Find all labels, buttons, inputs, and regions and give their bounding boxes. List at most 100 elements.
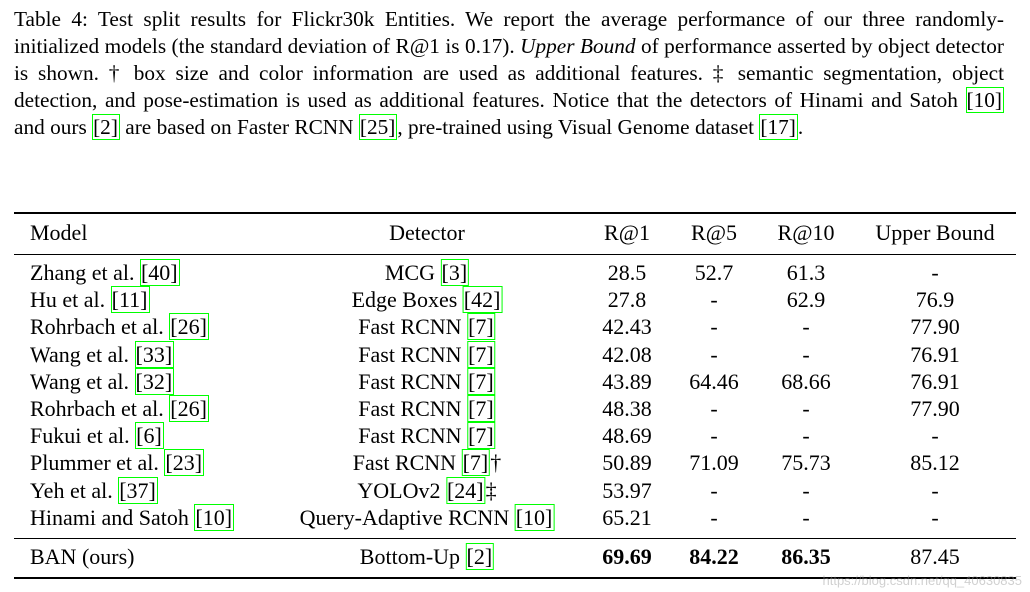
score-cell: 65.21 bbox=[602, 505, 652, 531]
score: - bbox=[710, 314, 718, 340]
model-cell: Rohrbach et al. 26 bbox=[30, 395, 209, 422]
score-cell: - bbox=[931, 423, 938, 449]
score-cell: - bbox=[710, 287, 717, 313]
model-name: Wang et al. bbox=[30, 368, 130, 394]
watermark: https://blog.csdn.net/qq_40630835 bbox=[822, 573, 1023, 588]
score: 43.89 bbox=[602, 368, 652, 394]
score-cell: 76.91 bbox=[910, 342, 960, 368]
score: - bbox=[710, 504, 718, 530]
detector-cell: Fast RCNN 7 bbox=[358, 367, 496, 395]
score: 75.73 bbox=[781, 450, 831, 476]
score: 68.66 bbox=[781, 368, 831, 394]
model-cell: Wang et al. 33 bbox=[30, 340, 175, 368]
detector-cell: YOLOv2 24‡ bbox=[357, 476, 497, 504]
citation: 24 bbox=[445, 476, 486, 504]
score-cell: 84.22 bbox=[689, 544, 739, 570]
score-cell: - bbox=[802, 396, 809, 422]
detector-cell: Bottom-Up 2 bbox=[360, 543, 495, 570]
model-cell: BAN (ours) bbox=[30, 544, 135, 570]
score-cell: 68.66 bbox=[781, 369, 831, 395]
score-cell: - bbox=[931, 478, 938, 504]
model-name: Zhang et al. bbox=[30, 260, 135, 285]
score: 42.43 bbox=[602, 314, 652, 340]
footnote-mark: ‡ bbox=[485, 477, 497, 503]
model-cell: Plummer et al. 23 bbox=[30, 449, 205, 477]
citation: 10 bbox=[965, 87, 1004, 113]
citation: 37 bbox=[118, 476, 158, 504]
score-cell: 53.97 bbox=[602, 478, 652, 504]
score: 52.7 bbox=[694, 260, 734, 285]
caption-text: are based on Faster RCNN bbox=[119, 115, 359, 139]
detector-name: Fast RCNN bbox=[358, 341, 462, 367]
score-cell: 76.9 bbox=[916, 287, 955, 313]
score-cell: 77.90 bbox=[910, 314, 960, 340]
model-name: Fukui et al. bbox=[30, 423, 130, 449]
score-cell: 42.08 bbox=[602, 342, 652, 368]
score-cell: - bbox=[931, 260, 938, 286]
score: - bbox=[802, 396, 810, 421]
score: - bbox=[802, 477, 810, 503]
score-cell: 28.5 bbox=[608, 260, 647, 286]
detector-cell: Fast RCNN 7 bbox=[358, 395, 496, 422]
score-cell: 42.43 bbox=[602, 314, 652, 340]
score-cell: 64.46 bbox=[689, 369, 739, 395]
score: 84.22 bbox=[689, 544, 739, 569]
score-cell: - bbox=[710, 314, 717, 340]
model-cell: Hu et al. 11 bbox=[30, 286, 150, 314]
score: 50.89 bbox=[602, 450, 652, 476]
citation: 23 bbox=[164, 449, 205, 477]
score: 77.90 bbox=[910, 396, 960, 421]
score-cell: - bbox=[802, 505, 809, 531]
score: 27.8 bbox=[607, 287, 647, 313]
column-header: Upper Bound bbox=[875, 220, 995, 245]
score: 85.12 bbox=[910, 450, 960, 476]
detector-cell: Query-Adaptive RCNN 10 bbox=[300, 503, 555, 531]
score-cell: 61.3 bbox=[787, 260, 826, 286]
detector-name: YOLOv2 bbox=[357, 477, 441, 503]
score-cell: - bbox=[931, 505, 938, 531]
citation: 26 bbox=[169, 313, 209, 341]
citation: 17 bbox=[759, 114, 798, 140]
detector-cell: Edge Boxes 42 bbox=[351, 286, 503, 314]
detector-name: Edge Boxes bbox=[351, 287, 458, 313]
model-cell: Hinami and Satoh 10 bbox=[30, 503, 235, 531]
score: 69.69 bbox=[602, 544, 652, 569]
detector-cell: Fast RCNN 7 bbox=[358, 340, 496, 368]
detector-cell: Fast RCNN 7† bbox=[353, 449, 501, 477]
citation: 11 bbox=[110, 286, 150, 314]
model-name: Rohrbach et al. bbox=[30, 314, 164, 340]
column-header: R@1 bbox=[604, 220, 650, 245]
citation: 25 bbox=[358, 114, 398, 140]
score: - bbox=[710, 477, 718, 503]
detector-cell: Fast RCNN 7 bbox=[358, 313, 496, 341]
score-cell: - bbox=[802, 314, 809, 340]
score: - bbox=[802, 423, 810, 449]
citation: 10 bbox=[514, 503, 555, 531]
model-cell: Rohrbach et al. 26 bbox=[30, 313, 209, 341]
score-cell: - bbox=[710, 478, 717, 504]
score-cell: 50.89 bbox=[602, 450, 652, 476]
column-header: Detector bbox=[389, 220, 465, 245]
score: 28.5 bbox=[607, 260, 647, 285]
score-cell: 27.8 bbox=[608, 287, 647, 313]
score: 62.9 bbox=[786, 287, 826, 313]
citation: 7 bbox=[467, 422, 496, 450]
score-cell: 87.45 bbox=[910, 544, 960, 570]
score: - bbox=[931, 504, 939, 530]
score-cell: 69.69 bbox=[602, 544, 652, 570]
citation: 2 bbox=[465, 543, 495, 570]
detector-cell: MCG 3 bbox=[384, 259, 470, 286]
detector-name: MCG bbox=[384, 260, 435, 285]
score: - bbox=[710, 287, 718, 313]
model-name: Yeh et al. bbox=[30, 477, 113, 503]
citation: 32 bbox=[134, 367, 175, 395]
score-cell: - bbox=[710, 342, 717, 368]
model-cell: Zhang et al. 40 bbox=[30, 259, 180, 286]
citation: 2 bbox=[92, 114, 120, 140]
score-cell: 75.73 bbox=[781, 450, 831, 476]
score-cell: 86.35 bbox=[781, 544, 831, 570]
model-name: Plummer et al. bbox=[30, 450, 159, 476]
score-cell: 48.69 bbox=[602, 423, 652, 449]
score: - bbox=[802, 314, 810, 340]
model-name: Hu et al. bbox=[30, 287, 106, 313]
